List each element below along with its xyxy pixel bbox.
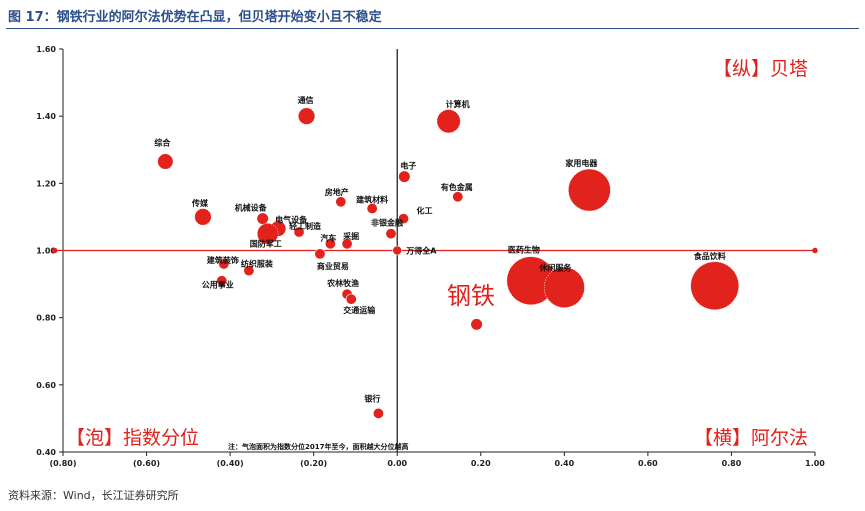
corner-label-top-right: 【纵】贝塔	[713, 58, 808, 80]
point-label: 银行	[363, 393, 380, 403]
point-label: 电子	[400, 161, 416, 171]
bubble-交通运输	[345, 293, 357, 305]
point-label: 食品饮料	[694, 251, 726, 261]
point-label: 计算机	[446, 99, 470, 109]
point-label: 交通运输	[343, 305, 376, 315]
bubble-综合	[157, 153, 174, 170]
point-label: 纺织服装	[241, 259, 273, 269]
x-tick-label: 0.20	[471, 459, 491, 468]
x-tick-label: (0.80)	[49, 459, 76, 468]
y-tick-label: 0.40	[36, 448, 56, 457]
x-tick-label: (0.60)	[133, 459, 160, 468]
y-tick-label: 1.60	[36, 45, 56, 54]
bubble-轻工制造	[293, 226, 305, 238]
corner-label-bottom-right: 【横】阿尔法	[694, 427, 808, 449]
bubble-机械设备	[256, 212, 269, 225]
bubble-休闲服务	[543, 266, 585, 308]
point-label: 商业贸易	[317, 261, 349, 271]
y-tick-label: 0.80	[36, 314, 56, 323]
point-label: 汽车	[320, 233, 336, 243]
bubble-建筑装饰	[218, 258, 230, 270]
point-label: 家用电器	[565, 158, 598, 168]
highlight-label: 钢铁	[447, 282, 495, 310]
point-label: 农林牧渔	[326, 278, 359, 288]
point-label: 综合	[154, 138, 171, 148]
reference-line-start-dot	[51, 247, 58, 254]
point-label: 有色金属	[441, 182, 473, 192]
reference-line-end-dot	[812, 247, 818, 254]
point-label: 公用事业	[202, 280, 234, 290]
bubble-计算机	[436, 109, 461, 134]
bubble-银行	[372, 407, 384, 419]
point-label: 国防军工	[250, 239, 282, 249]
point-label: 传媒	[191, 198, 209, 208]
point-label: 建筑材料	[355, 195, 388, 205]
point-label: 电气设备	[275, 215, 308, 225]
bubble-钢铁	[470, 318, 483, 331]
bubble-食品饮料	[690, 261, 740, 311]
point-label: 化工	[416, 206, 432, 216]
y-tick-label: 1.00	[36, 247, 56, 256]
x-tick-label: 0.00	[387, 459, 407, 468]
bubble-化工	[397, 213, 409, 225]
point-label: 机械设备	[235, 203, 268, 213]
point-label: 通信	[298, 95, 314, 105]
chart-bubbles	[157, 107, 740, 419]
corner-label-bottom-left: 【泡】指数分位	[66, 427, 199, 449]
bubble-采掘	[341, 238, 353, 250]
bubble-传媒	[194, 208, 212, 226]
x-tick-label: (0.20)	[300, 459, 327, 468]
source-note: 资料来源：Wind，长江证券研究所	[8, 489, 179, 502]
title-divider	[6, 28, 859, 29]
bubble-万得全A	[392, 245, 403, 256]
bubble-有色金属	[452, 191, 464, 203]
x-tick-label: 1.00	[805, 459, 825, 468]
bubble-chart: 0.40 0.60 0.80 1.00 1.20 1.40 1.60 (0.80) (0.60)…	[36, 45, 825, 468]
bubble-商业贸易	[314, 248, 326, 260]
bubble-家用电器	[568, 168, 611, 212]
bubble-建筑材料	[366, 203, 378, 215]
x-tick-label: 0.80	[722, 459, 742, 468]
y-tick-label: 1.40	[36, 112, 56, 121]
point-label: 非银金融	[371, 218, 403, 228]
bubble-房地产	[335, 196, 347, 208]
bubble-国防军工	[256, 222, 279, 245]
chart-title: 图 17：钢铁行业的阿尔法优势在凸显，但贝塔开始变小且不稳定	[8, 10, 382, 25]
y-tick-label: 0.60	[36, 381, 56, 390]
x-tick-label: 0.60	[638, 459, 658, 468]
bubble-非银金融	[385, 228, 397, 240]
chart-note: 注：气泡面积为指数分位2017年至今，面积越大分位越高	[228, 442, 408, 451]
point-label: 建筑装饰	[206, 255, 239, 265]
point-label: 休闲服务	[538, 262, 572, 272]
point-label: 房地产	[325, 187, 349, 197]
bubble-公用事业	[216, 275, 228, 287]
x-tick-label: (0.40)	[217, 459, 244, 468]
bubble-通信	[298, 107, 316, 125]
chart-axes: 0.40 0.60 0.80 1.00 1.20 1.40 1.60 (0.80) (0.60)…	[36, 45, 825, 468]
y-tick-label: 1.20	[36, 179, 56, 188]
point-label: 采掘	[342, 231, 359, 241]
point-label: 万得全A	[405, 246, 437, 256]
bubble-汽车	[324, 238, 336, 250]
point-label: 轻工制造	[289, 221, 321, 231]
x-tick-label: 0.40	[554, 459, 574, 468]
point-label: 医药生物	[508, 245, 540, 255]
bubble-纺织服装	[243, 265, 255, 277]
bubble-电子	[398, 170, 411, 183]
